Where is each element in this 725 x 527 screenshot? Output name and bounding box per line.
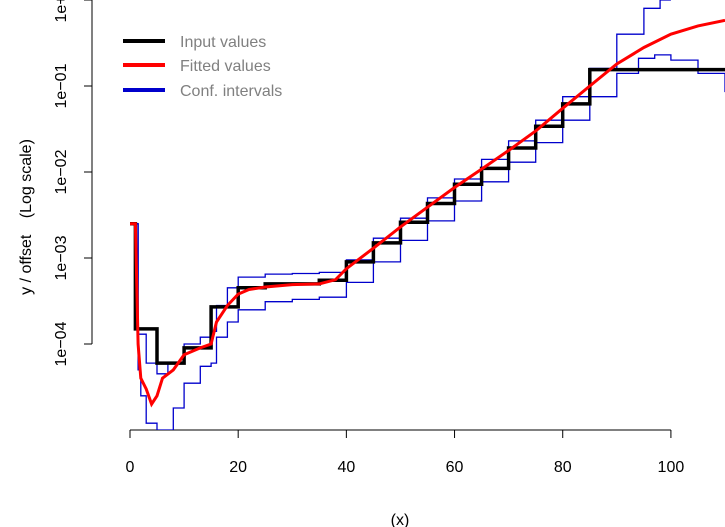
x-tick-label: 40 [337, 459, 355, 476]
y-tick-label: 1e−03 [53, 235, 70, 280]
legend-label-input: Input values [180, 34, 266, 51]
x-tick-label: 20 [229, 459, 247, 476]
y-tick-label: 1e−01 [53, 63, 70, 108]
svg-text:y / offset (Log scale): y / offset (Log scale) [18, 139, 35, 295]
series-conf-lower [130, 54, 725, 430]
legend-label-fitted: Fitted values [180, 58, 271, 75]
legend-label-ci: Conf. intervals [180, 83, 282, 100]
y-tick-label: 1e−02 [53, 149, 70, 194]
series-fitted-values [130, 18, 725, 408]
x-axis-title: (x) [391, 512, 410, 527]
x-tick-label: 60 [446, 459, 464, 476]
y-axis-title: y / offset (Log scale) [18, 139, 35, 295]
y-axis-title-scale: (Log scale) [18, 139, 35, 218]
series-layer [130, 0, 725, 430]
y-tick-label: 1e−04 [53, 321, 70, 366]
x-tick-label: 100 [658, 459, 685, 476]
y-axis-title-main: y / offset [18, 234, 35, 295]
y-axis: 1e−04 1e−03 1e−02 1e−01 1e+00 [53, 0, 93, 366]
x-tick-label: 80 [554, 459, 572, 476]
x-axis: 0 20 40 60 80 100 [126, 429, 685, 476]
legend: Input values Fitted values Conf. interva… [123, 34, 282, 100]
y-tick-label: 1e+00 [53, 0, 70, 22]
series-input-values [130, 67, 725, 365]
x-tick-label: 0 [126, 459, 135, 476]
